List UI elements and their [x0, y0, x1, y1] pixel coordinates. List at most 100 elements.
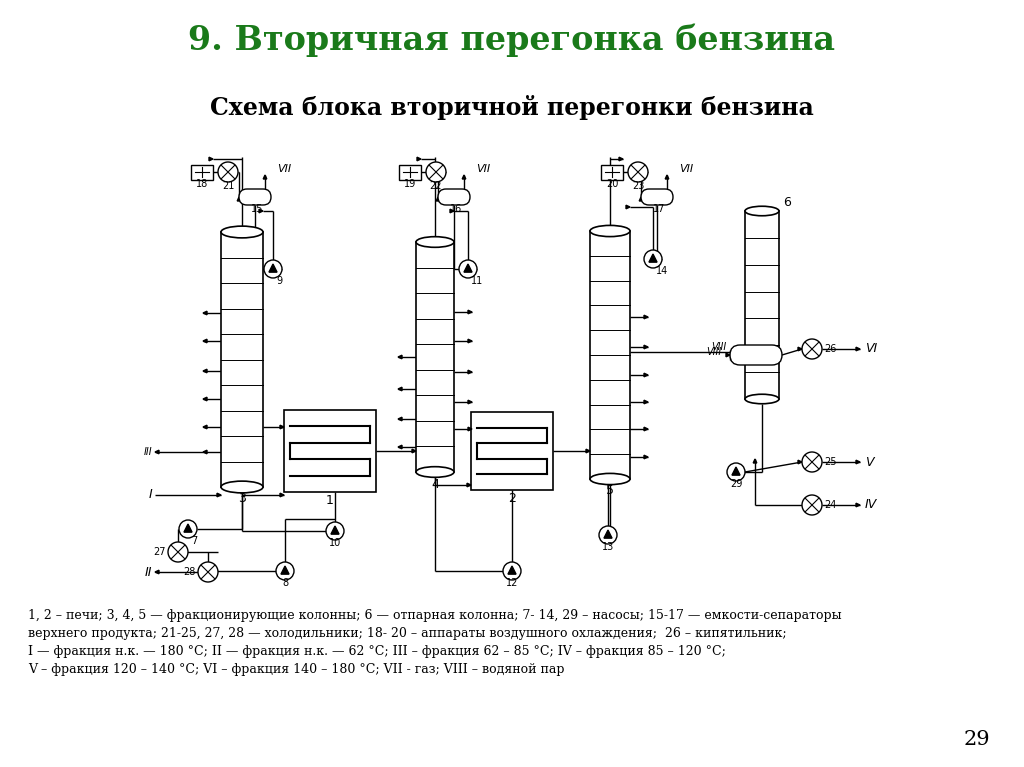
Polygon shape — [184, 524, 193, 532]
Polygon shape — [468, 400, 472, 403]
Circle shape — [802, 339, 822, 359]
Text: 22: 22 — [430, 181, 442, 191]
Polygon shape — [238, 197, 241, 201]
Polygon shape — [398, 355, 402, 359]
Text: 14: 14 — [656, 266, 669, 276]
Polygon shape — [269, 264, 278, 272]
Polygon shape — [417, 157, 421, 161]
Circle shape — [326, 522, 344, 540]
Text: 12: 12 — [506, 578, 518, 588]
Ellipse shape — [745, 206, 779, 216]
Bar — [399, 164, 421, 179]
Polygon shape — [259, 209, 263, 212]
Polygon shape — [468, 310, 472, 314]
Text: 15: 15 — [251, 204, 263, 214]
Circle shape — [459, 260, 477, 278]
Text: 7: 7 — [191, 536, 198, 546]
Text: 29: 29 — [964, 730, 990, 749]
Bar — [191, 164, 213, 179]
Polygon shape — [467, 483, 471, 487]
Ellipse shape — [590, 225, 630, 236]
Polygon shape — [649, 254, 657, 262]
Polygon shape — [217, 493, 221, 497]
Text: II: II — [144, 565, 152, 578]
Polygon shape — [155, 450, 159, 454]
Polygon shape — [468, 370, 472, 374]
Text: верхнего продукта; 21-25, 27, 28 — холодильники; 18- 20 – аппараты воздушного ох: верхнего продукта; 21-25, 27, 28 — холод… — [28, 627, 786, 640]
Text: 19: 19 — [403, 179, 416, 189]
Polygon shape — [644, 400, 648, 403]
Text: 29: 29 — [730, 479, 742, 489]
Polygon shape — [468, 339, 472, 343]
Polygon shape — [412, 449, 416, 453]
Text: 24: 24 — [824, 500, 837, 510]
Text: 17: 17 — [653, 204, 666, 214]
Polygon shape — [586, 449, 590, 453]
Circle shape — [503, 562, 521, 580]
Polygon shape — [856, 347, 860, 351]
Polygon shape — [856, 460, 860, 464]
Polygon shape — [754, 459, 757, 463]
Polygon shape — [203, 339, 207, 343]
Text: 28: 28 — [183, 567, 196, 577]
Polygon shape — [732, 467, 740, 475]
Polygon shape — [155, 570, 159, 574]
Circle shape — [727, 463, 745, 481]
Text: I — фракция н.к. — 180 °C; II — фракция н.к. — 62 °C; III – фракция 62 – 85 °C; : I — фракция н.к. — 180 °C; II — фракция … — [28, 645, 726, 658]
Polygon shape — [281, 566, 289, 574]
Polygon shape — [798, 347, 802, 351]
Text: 1, 2 – печи; 3, 4, 5 — фракционирующие колонны; 6 — отпарная колонна; 7- 14, 29 : 1, 2 – печи; 3, 4, 5 — фракционирующие к… — [28, 609, 842, 622]
Text: VII: VII — [679, 164, 693, 174]
Bar — [745, 211, 779, 399]
Polygon shape — [798, 460, 802, 464]
Text: 9. Вторичная перегонка бензина: 9. Вторичная перегонка бензина — [188, 23, 836, 57]
Ellipse shape — [416, 237, 454, 247]
Circle shape — [179, 520, 197, 538]
Ellipse shape — [221, 226, 263, 238]
Text: III: III — [143, 447, 152, 457]
Ellipse shape — [745, 394, 779, 403]
FancyBboxPatch shape — [239, 189, 271, 205]
Polygon shape — [464, 264, 472, 272]
Polygon shape — [644, 374, 648, 377]
Circle shape — [218, 162, 238, 182]
Polygon shape — [203, 450, 207, 454]
Polygon shape — [618, 157, 623, 161]
Text: 25: 25 — [824, 457, 837, 467]
Circle shape — [264, 260, 282, 278]
Polygon shape — [639, 197, 643, 201]
Circle shape — [802, 495, 822, 515]
Circle shape — [802, 452, 822, 472]
Text: 5: 5 — [606, 485, 614, 498]
Text: V: V — [865, 456, 873, 469]
Text: 4: 4 — [431, 478, 439, 491]
Polygon shape — [644, 427, 648, 431]
Bar — [601, 164, 623, 179]
Polygon shape — [644, 345, 648, 349]
Polygon shape — [398, 417, 402, 421]
Text: VIII: VIII — [711, 342, 726, 352]
Polygon shape — [203, 425, 207, 429]
Text: VII: VII — [278, 164, 291, 174]
Circle shape — [628, 162, 648, 182]
Text: VII: VII — [476, 164, 490, 174]
Polygon shape — [462, 175, 466, 179]
Ellipse shape — [416, 466, 454, 477]
Bar — [221, 232, 263, 487]
Polygon shape — [203, 369, 207, 373]
FancyBboxPatch shape — [438, 189, 470, 205]
Text: VIII: VIII — [706, 347, 721, 357]
Polygon shape — [436, 197, 439, 201]
Polygon shape — [726, 353, 730, 357]
Text: 26: 26 — [824, 344, 837, 354]
Text: 10: 10 — [329, 538, 341, 548]
Polygon shape — [203, 397, 207, 401]
Circle shape — [276, 562, 294, 580]
Circle shape — [426, 162, 446, 182]
Text: 20: 20 — [606, 179, 618, 189]
Text: 8: 8 — [282, 578, 288, 588]
Text: 16: 16 — [450, 204, 462, 214]
Bar — [590, 231, 630, 479]
Polygon shape — [398, 445, 402, 449]
Text: 13: 13 — [602, 542, 614, 552]
